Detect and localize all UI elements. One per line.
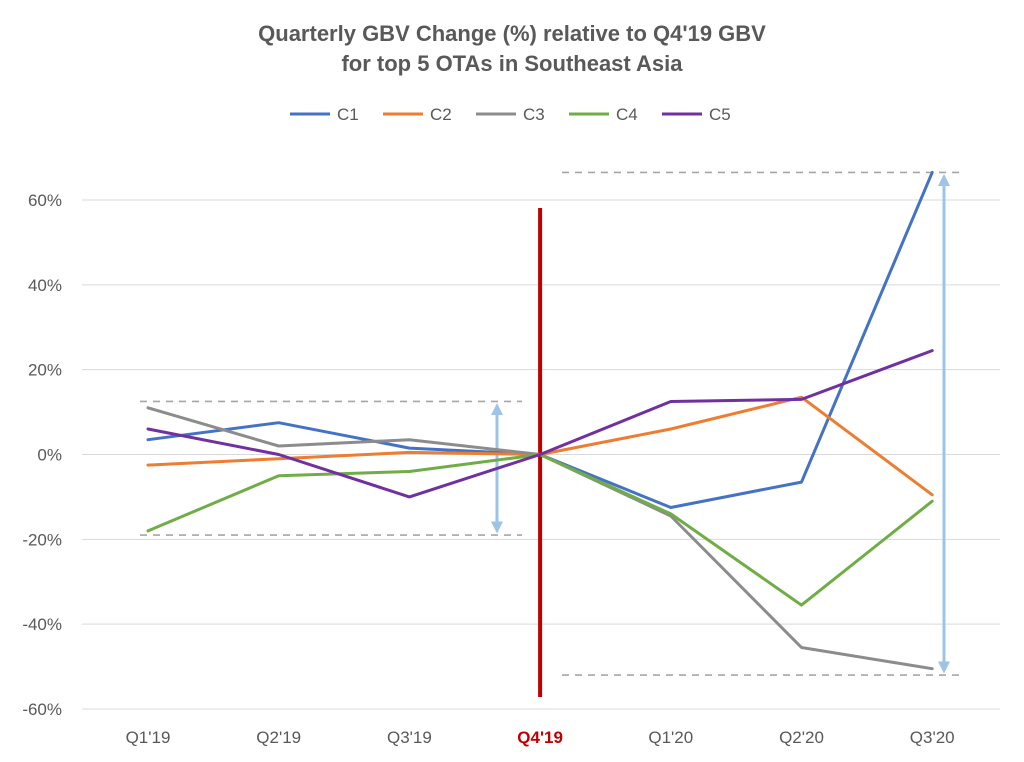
y-tick-label: -60% — [22, 700, 62, 719]
x-axis: Q1'19 Q2'19 Q3'19 Q4'19 Q1'20 Q2'20 Q3'20 — [126, 728, 955, 747]
legend-label-c4: C4 — [616, 105, 638, 124]
chart-title-line2: for top 5 OTAs in Southeast Asia — [341, 51, 683, 76]
y-tick-label: 40% — [28, 276, 62, 295]
chart-title-line1: Quarterly GBV Change (%) relative to Q4'… — [258, 21, 766, 46]
y-tick-label: -40% — [22, 615, 62, 634]
legend-label-c3: C3 — [523, 105, 545, 124]
legend: C1 C2 C3 C4 C5 — [290, 105, 731, 124]
series-lines — [146, 170, 934, 671]
x-tick-label: Q2'19 — [256, 728, 301, 747]
x-tick-label: Q4'19 — [517, 728, 563, 747]
y-tick-label: 60% — [28, 191, 62, 210]
x-tick-label: Q3'20 — [910, 728, 955, 747]
legend-label-c5: C5 — [709, 105, 731, 124]
y-tick-label: -20% — [22, 530, 62, 549]
legend-label-c2: C2 — [430, 105, 452, 124]
x-tick-label: Q3'19 — [387, 728, 432, 747]
x-tick-label: Q1'20 — [648, 728, 693, 747]
y-tick-label: 20% — [28, 361, 62, 380]
legend-label-c1: C1 — [337, 105, 359, 124]
x-tick-label: Q1'19 — [126, 728, 171, 747]
y-axis: 60% 40% 20% 0% -20% -40% -60% — [22, 191, 62, 719]
x-tick-label: Q2'20 — [779, 728, 824, 747]
y-tick-label: 0% — [37, 446, 62, 465]
series-line-c5 — [146, 349, 934, 499]
annotations — [140, 171, 962, 697]
